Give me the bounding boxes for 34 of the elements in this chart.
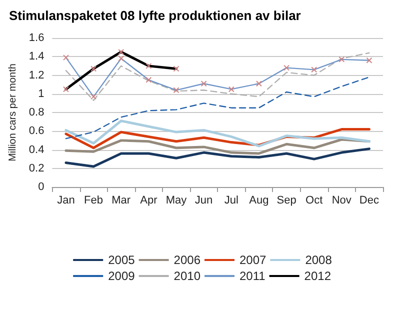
y-tick-label: 1.2 (28, 69, 44, 82)
legend-label: 2005 (108, 253, 136, 267)
x-tick-label: Jul (224, 194, 238, 206)
x-tick-label: Aug (249, 194, 269, 206)
x-tick-label: Feb (84, 194, 104, 206)
legend-label: 2011 (240, 269, 266, 283)
x-tick-label: Jun (194, 194, 213, 206)
x-tick-label: Apr (140, 194, 158, 206)
y-tick-label: 0.8 (28, 106, 44, 118)
x-tick-label: Oct (306, 194, 323, 206)
y-tick-label: 1.4 (28, 50, 44, 63)
y-tick-label: 0 (38, 181, 44, 193)
x-tick-label: Sep (276, 194, 296, 206)
legend-label: 2006 (174, 253, 201, 267)
legend-label: 2007 (240, 253, 267, 267)
x-tick-label: Nov (332, 194, 352, 206)
x-tick-label: May (166, 194, 188, 206)
legend-label: 2010 (174, 269, 201, 283)
x-tick-label: Mar (112, 194, 131, 206)
x-tick-label: Dec (359, 194, 380, 206)
chart-title: Stimulanspaketet 08 lyfte produktionen av bilar (9, 8, 301, 23)
y-tick-label: 0.4 (28, 144, 44, 156)
line-series (64, 148, 370, 168)
y-axis-title: Million cars per month (8, 64, 18, 162)
y-tick-label: 1.6 (28, 32, 44, 44)
line-series (64, 120, 370, 148)
legend-label: 2009 (108, 269, 136, 283)
legend-label: 2012 (304, 269, 332, 283)
legend-label: 2008 (305, 253, 332, 267)
y-tick-label: 0.6 (28, 125, 44, 138)
line-series (65, 76, 370, 140)
y-tick-label: 0.2 (28, 162, 44, 174)
x-tick-label: Jan (57, 194, 75, 206)
y-tick-label: 1 (38, 88, 44, 100)
